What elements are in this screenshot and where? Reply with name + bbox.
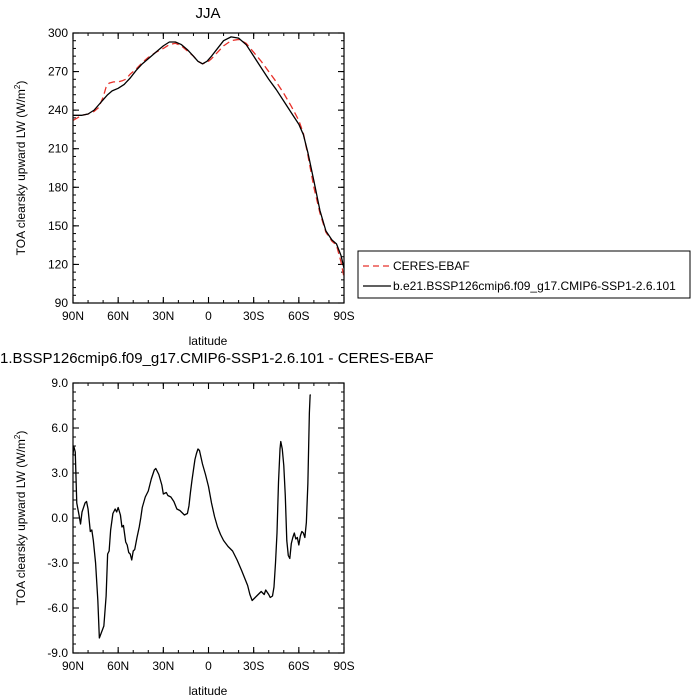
- bottom-x-tick-label: 30N: [152, 659, 174, 673]
- bottom-plot-area: 90N 60N 30N 0 30S 60S 90S -9.0 -6.0 -3.0 0.0 3.0 6.0…: [47, 376, 354, 673]
- top-x-tick-label: 60S: [288, 309, 309, 323]
- top-y-tick-label: 120: [48, 257, 68, 271]
- top-plot-area: 90N 60N 30N 0 30S 60S 90S 90 120 150 180 210 240 270 3…: [48, 26, 355, 323]
- bottom-x-tick-label: 90N: [62, 659, 84, 673]
- top-plot-frame: [72, 32, 345, 304]
- legend-label-model: b.e21.BSSP126cmip6.f09_g17.CMIP6-SSP1-2.…: [393, 279, 676, 293]
- bottom-y-axis-label-tail: ): [14, 431, 28, 435]
- legend: CERES-EBAF b.e21.BSSP126cmip6.f09_g17.CM…: [357, 250, 691, 299]
- bottom-panel: 1.BSSP126cmip6.f09_g17.CMIP6-SSP1-2.6.10…: [0, 350, 434, 698]
- top-series-line-1: [73, 36, 345, 269]
- top-x-tick-label: 30S: [243, 309, 264, 323]
- top-y-axis-label: TOA clearsky upward LW (W/m2): [13, 81, 28, 256]
- legend-box: [357, 250, 691, 299]
- top-x-tick-label: 90N: [62, 309, 84, 323]
- top-x-tick-label: 0: [205, 309, 212, 323]
- bottom-y-tick-label: 6.0: [51, 421, 68, 435]
- top-y-axis-label-sup: 2: [13, 84, 22, 89]
- bottom-x-tick-label: 30S: [243, 659, 264, 673]
- bottom-x-tick-label: 90S: [333, 659, 354, 673]
- top-y-tick-label: 210: [48, 142, 68, 156]
- bottom-plot-frame: [72, 382, 345, 654]
- bottom-x-tick-label: 60S: [288, 659, 309, 673]
- top-y-tick-label: 150: [48, 219, 68, 233]
- legend-label-ceres: CERES-EBAF: [393, 259, 470, 273]
- top-y-tick-label: 300: [48, 26, 68, 40]
- bottom-x-tick-label: 60N: [107, 659, 129, 673]
- bottom-y-tick-label: -9.0: [47, 646, 68, 660]
- bottom-y-tick-label: 0.0: [51, 511, 68, 525]
- bottom-y-axis-label-sup: 2: [13, 434, 22, 439]
- top-series-line-0: [72, 38, 345, 278]
- top-y-tick-label: 180: [48, 180, 68, 194]
- bottom-y-tick-label: -3.0: [47, 556, 68, 570]
- top-x-tick-label: 30N: [152, 309, 174, 323]
- bottom-y-axis-label-main: TOA clearsky upward LW (W/m: [14, 439, 28, 605]
- bottom-series-line-0: [72, 394, 311, 639]
- bottom-y-tick-label: 3.0: [51, 466, 68, 480]
- top-x-tick-label: 60N: [107, 309, 129, 323]
- top-x-tick-label: 90S: [333, 309, 354, 323]
- top-y-axis-label-tail: ): [14, 81, 28, 85]
- top-chart-title: JJA: [195, 5, 220, 22]
- bottom-y-tick-label: 9.0: [51, 376, 68, 390]
- top-x-axis-label: latitude: [189, 334, 228, 348]
- top-y-tick-label: 240: [48, 103, 68, 117]
- bottom-chart-title: 1.BSSP126cmip6.f09_g17.CMIP6-SSP1-2.6.10…: [0, 350, 434, 367]
- top-y-tick-label: 270: [48, 65, 68, 79]
- top-y-tick-label: 90: [55, 296, 69, 310]
- bottom-y-tick-label: -6.0: [47, 601, 68, 615]
- top-panel: JJA 90N 60N 30N 0 30S 60S 90S 90 120 150 180 210 240…: [13, 5, 691, 348]
- bottom-x-tick-label: 0: [205, 659, 212, 673]
- top-y-axis-label-main: TOA clearsky upward LW (W/m: [14, 89, 28, 255]
- bottom-x-axis-label: latitude: [189, 684, 228, 698]
- bottom-y-axis-label: TOA clearsky upward LW (W/m2): [13, 431, 28, 606]
